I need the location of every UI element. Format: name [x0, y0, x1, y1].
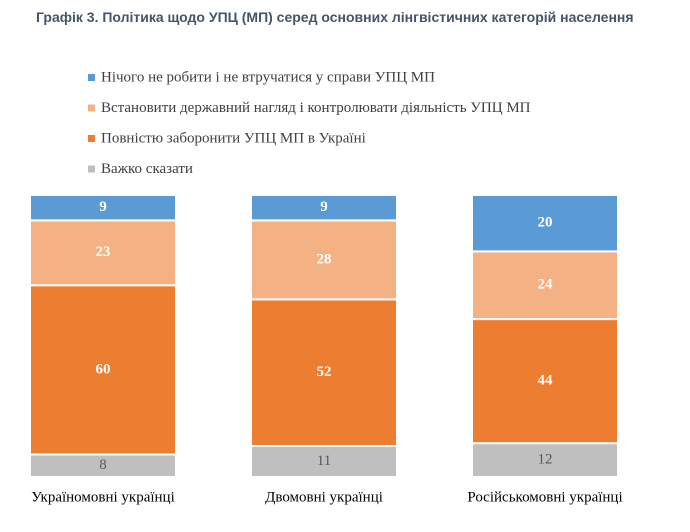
data-label: 52: [317, 364, 332, 380]
data-label: 60: [96, 361, 111, 377]
data-label: 44: [538, 373, 554, 389]
bar-segment: [250, 444, 398, 479]
x-tick-label: Двомовні українці: [265, 489, 383, 505]
legend-label: Важко сказати: [101, 161, 193, 177]
legend-label: Нічого не робити і не втручатися у справ…: [101, 69, 435, 85]
bar-segment: [29, 194, 177, 222]
legend-swatch: [88, 135, 95, 142]
data-label: 9: [320, 199, 328, 215]
legend-swatch: [88, 74, 95, 81]
data-label: 8: [99, 457, 107, 473]
bar-segment: [250, 298, 398, 447]
chart-title: Графік 3. Політика щодо УПЦ (МП) серед о…: [36, 9, 634, 25]
legend-label: Встановити державний нагляд і контролюва…: [101, 100, 531, 116]
data-label: 20: [538, 215, 553, 231]
x-tick-label: Російськомовні українці: [467, 489, 622, 505]
bar-segment: [250, 219, 398, 301]
data-label: 12: [538, 452, 553, 468]
bar-segment: [471, 318, 619, 445]
bar-segment: [471, 194, 619, 253]
bar-segment: [471, 442, 619, 479]
legend-label: Повністю заборонити УПЦ МП в Україні: [101, 130, 366, 146]
bar-segment: [250, 194, 398, 222]
legend-swatch: [88, 165, 95, 173]
data-label: 23: [96, 244, 111, 260]
data-label: 24: [538, 277, 554, 293]
legend-swatch: [88, 104, 95, 112]
x-tick-label: Україномовні українці: [31, 489, 175, 505]
data-label: 9: [99, 199, 107, 215]
data-label: 11: [317, 453, 331, 469]
data-label: 28: [317, 251, 332, 267]
bar-segment: [29, 284, 177, 456]
